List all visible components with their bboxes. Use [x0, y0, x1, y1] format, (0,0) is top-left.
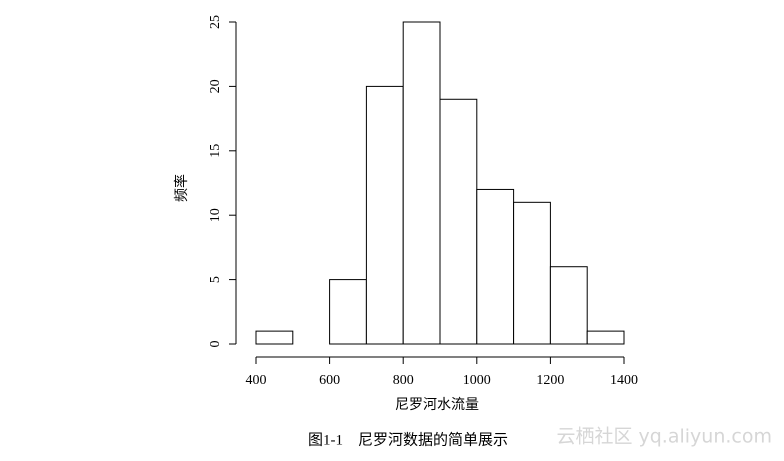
- bar: [329, 279, 367, 345]
- bar: [586, 330, 625, 345]
- y-tick-label: 10: [208, 208, 223, 222]
- bar: [439, 98, 478, 345]
- x-tick-label: 1000: [463, 373, 491, 388]
- y-tick-label: 15: [208, 144, 223, 158]
- bar: [402, 21, 441, 345]
- bar: [513, 201, 551, 345]
- bar: [365, 85, 404, 345]
- bar: [255, 330, 294, 345]
- x-tick-label: 600: [319, 373, 340, 388]
- watermark: 云栖社区 yq.aliyun.com: [556, 426, 772, 448]
- x-axis-label: 尼罗河水流量: [395, 397, 479, 413]
- y-tick-label: 25: [208, 15, 223, 29]
- bar: [549, 266, 588, 345]
- x-tick-label: 400: [246, 373, 267, 388]
- y-tick-label: 5: [208, 276, 223, 283]
- caption: 图1-1 尼罗河数据的简单展示: [308, 431, 508, 448]
- bar: [476, 188, 515, 345]
- y-axis-label: 频率: [173, 174, 190, 202]
- x-tick-label: 800: [393, 373, 414, 388]
- x-tick-label: 1400: [610, 373, 638, 388]
- y-tick-label: 20: [208, 79, 223, 93]
- y-tick-label: 0: [208, 341, 223, 348]
- x-tick-label: 1200: [536, 373, 564, 388]
